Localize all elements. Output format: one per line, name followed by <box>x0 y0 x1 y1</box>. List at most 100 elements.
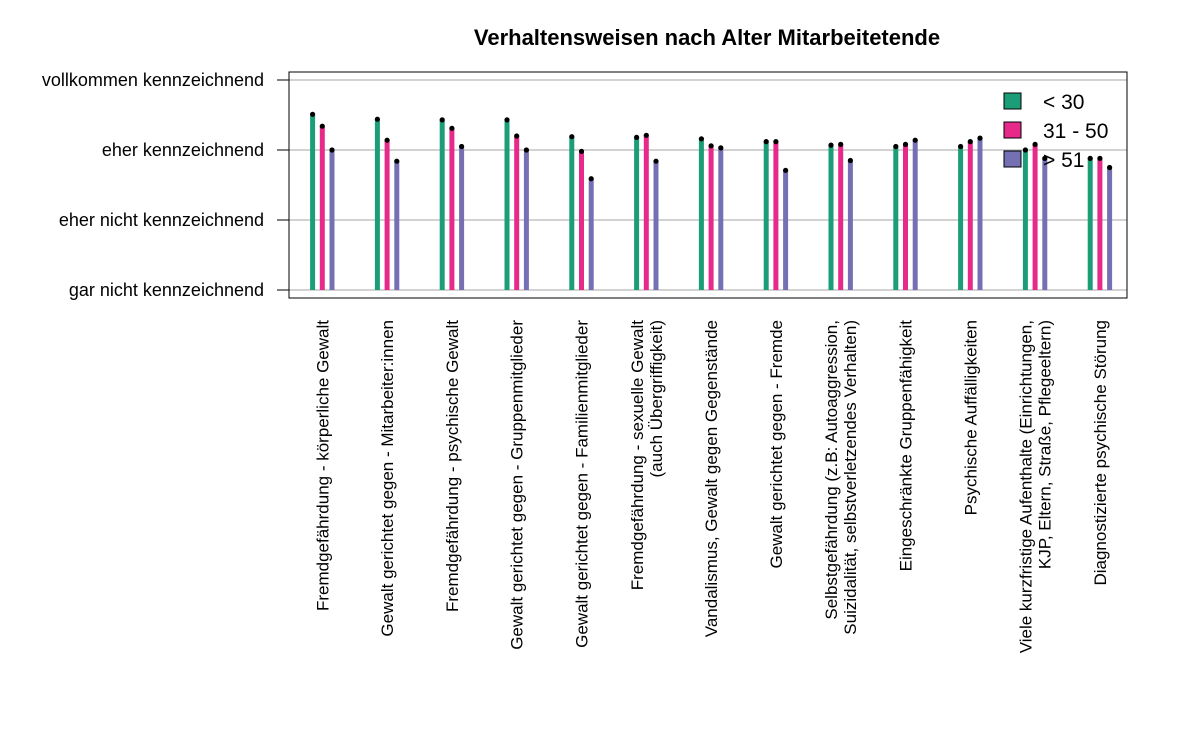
bar-marker <box>653 158 659 164</box>
bar-marker <box>514 133 520 139</box>
bar <box>1032 144 1038 290</box>
bar-marker <box>1042 155 1048 161</box>
chart-title: Verhaltensweisen nach Alter Mitarbeitete… <box>474 25 940 50</box>
x-tick-label: Fremdgefährdung - sexuelle Gewalt <box>628 320 647 591</box>
bar <box>504 119 510 291</box>
bar-marker <box>838 141 844 147</box>
bar-marker <box>310 111 316 117</box>
bar-marker <box>958 143 964 150</box>
x-tick-label: Fremdgefährdung - psychische Gewalt <box>443 320 462 612</box>
bar <box>1097 158 1103 290</box>
y-tick-label: eher nicht kennzeichnend <box>59 210 264 230</box>
bar-marker <box>374 116 380 122</box>
legend-label: > 51 <box>1043 149 1084 172</box>
bar <box>783 170 789 290</box>
bar-marker <box>828 142 834 148</box>
x-tick-label: Viele kurzfristige Aufenthalte (Einricht… <box>1017 320 1036 653</box>
bar-marker <box>504 117 510 123</box>
legend-swatch <box>1003 92 1022 110</box>
bar <box>1042 158 1048 290</box>
bar-marker <box>394 158 400 164</box>
bar <box>569 136 575 290</box>
grid-lines <box>289 79 1127 291</box>
bar-marker <box>708 143 714 149</box>
bar <box>1087 158 1093 290</box>
x-tick-label: Selbstgefährdung (z.B: Autoaggression, <box>822 320 841 620</box>
bar <box>718 147 724 290</box>
bar <box>977 138 983 290</box>
bar-marker <box>783 167 789 173</box>
bar-marker <box>1107 164 1113 171</box>
legend-label: 31 - 50 <box>1043 120 1108 143</box>
bar-marker <box>1032 141 1038 147</box>
bar <box>1107 167 1113 290</box>
bar <box>634 137 640 290</box>
bar-marker <box>763 139 769 145</box>
x-tick-label: Gewalt gerichtet gegen - Gruppenmitglied… <box>508 320 527 650</box>
bar <box>1022 150 1028 290</box>
bar-marker <box>967 139 973 145</box>
x-tick-label: Eingeschränkte Gruppenfähigkeit <box>897 320 916 572</box>
bar-marker <box>578 148 585 154</box>
legend: < 30 31 - 50 > 51 <box>1003 91 1108 172</box>
bar <box>958 146 964 290</box>
bar <box>588 178 594 290</box>
bar-marker <box>523 147 530 153</box>
y-tick-label: vollkommen kennzeichnend <box>42 70 264 90</box>
x-tick-label: Gewalt gerichtet gegen - Familienmitglie… <box>573 320 592 648</box>
bar-marker <box>718 145 724 151</box>
bar-marker <box>459 143 465 150</box>
bar <box>449 128 455 290</box>
bar-marker <box>902 141 909 147</box>
bar-marker <box>439 117 445 123</box>
bar-marker <box>643 132 649 138</box>
bar-marker <box>1087 155 1093 161</box>
bar-marker <box>449 125 455 131</box>
bar <box>643 135 649 290</box>
bars <box>310 111 1113 291</box>
x-tick-label: Gewalt gerichtet gegen - Fremde <box>767 320 786 569</box>
bar-marker <box>847 157 854 164</box>
legend-label: < 30 <box>1043 91 1084 114</box>
bar-marker <box>319 123 325 129</box>
bar <box>329 150 335 290</box>
bar-marker <box>773 139 779 145</box>
x-tick-label: Diagnostizierte psychische Störung <box>1091 320 1110 586</box>
bar <box>838 144 844 290</box>
bar <box>893 146 899 290</box>
legend-swatch <box>1003 121 1022 139</box>
bar <box>374 119 380 290</box>
bar <box>847 160 853 290</box>
bar <box>439 119 445 291</box>
bar <box>708 145 714 290</box>
x-tick-label: KJP, Eltern, Straße, Pflegeeltern) <box>1036 320 1055 569</box>
bar <box>653 161 659 290</box>
x-tick-label: Fremdgefährdung - körperliche Gewalt <box>313 320 332 611</box>
legend-swatch <box>1003 150 1022 168</box>
x-axis: Fremdgefährdung - körperliche Gewalt Gewa… <box>313 320 1110 654</box>
bar-marker <box>329 147 335 153</box>
bar <box>773 141 779 290</box>
bar <box>763 141 769 290</box>
bar <box>394 161 400 290</box>
bar <box>967 141 973 290</box>
x-tick-label: Suizidalität, selbstverletzendes Verhalt… <box>841 320 860 635</box>
bar <box>523 150 529 290</box>
bar <box>459 146 465 290</box>
bar <box>319 126 325 290</box>
bar-marker <box>912 137 918 143</box>
x-tick-label: Vandalismus, Gewalt gegen Gegenstände <box>702 320 721 637</box>
bar <box>912 140 918 290</box>
y-axis: gar nicht kennzeichnend eher nicht kennze… <box>42 70 289 300</box>
bar-marker <box>569 134 575 140</box>
bar <box>384 140 390 290</box>
y-tick-label: eher kennzeichnend <box>102 140 264 160</box>
x-tick-label: Gewalt gerichtet gegen - Mitarbeiter:inn… <box>378 320 397 637</box>
bar <box>903 144 908 290</box>
y-tick-label: gar nicht kennzeichnend <box>69 280 264 300</box>
plot-frame <box>288 71 1128 299</box>
bar <box>698 138 704 290</box>
bar-marker <box>698 136 705 142</box>
x-tick-label: (auch Übergriffigkeit) <box>647 320 666 477</box>
